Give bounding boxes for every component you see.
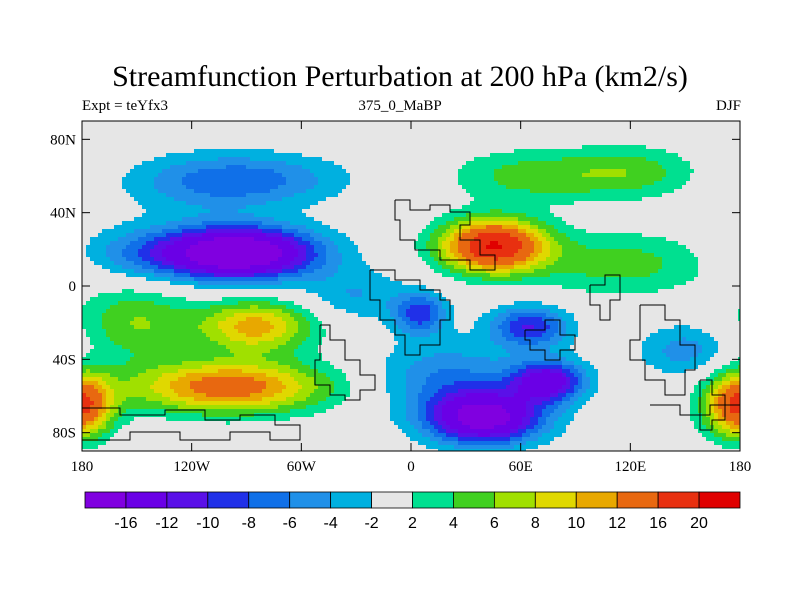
colorbar-swatch: [575, 491, 618, 509]
x-tick-label: 60W: [287, 459, 317, 475]
colorbar-label: 6: [490, 515, 499, 532]
colorbar-swatch: [534, 491, 577, 509]
coastline-1: [369, 269, 451, 356]
colorbar: -16 -12 -10 -8 -6 -4 -2 2 4 6 8 10 12 16 20: [84, 491, 741, 532]
colorbar-swatch: [330, 491, 372, 509]
chart-subtitle-right: DJF: [715, 98, 741, 114]
contour-field: [82, 121, 740, 451]
colorbar-swatch: [125, 491, 168, 509]
colorbar-label: 4: [449, 515, 458, 532]
colorbar-label: 10: [567, 515, 585, 532]
colorbar-label: -16: [114, 515, 137, 532]
colorbar-label: -4: [324, 515, 338, 532]
coastline-7: [650, 404, 740, 416]
colorbar-label: 20: [690, 515, 708, 532]
colorbar-label: 8: [531, 515, 540, 532]
x-tick-label: 120E: [614, 459, 646, 475]
chart-subtitle-center: 375_0_MaBP: [358, 98, 442, 114]
y-tick-label: 40S: [53, 352, 76, 368]
colorbar-swatch: [166, 491, 209, 509]
x-tick-label: 180: [729, 459, 752, 475]
y-tick-label: 80N: [50, 132, 76, 148]
x-tick-label: 0: [407, 459, 415, 475]
colorbar-swatch: [84, 491, 127, 509]
colorbar-swatch: [207, 491, 250, 509]
colorbar-label: -6: [283, 515, 297, 532]
coastline-5: [629, 304, 696, 396]
y-tick-label: 80S: [53, 426, 76, 442]
colorbar-swatch: [412, 491, 454, 509]
colorbar-label: -8: [242, 515, 256, 532]
axes: 180 120W 60W 0 60E 120E 180 80N 40N 0 40S 80S: [50, 121, 751, 475]
chart-subtitle-left: Expt = teYfx3: [82, 98, 168, 114]
colorbar-swatch: [616, 491, 659, 509]
colorbar-swatch: [657, 491, 700, 509]
coastline-outlines: [82, 199, 740, 441]
colorbar-swatch: [698, 491, 741, 509]
y-tick-label: 40N: [50, 206, 76, 222]
colorbar-swatch: [453, 491, 495, 509]
coastline-6: [82, 407, 301, 441]
colorbar-label: -2: [364, 515, 378, 532]
coastline-8: [699, 379, 726, 431]
colorbar-label: 16: [649, 515, 667, 532]
x-tick-label: 180: [71, 459, 94, 475]
colorbar-swatch: [289, 491, 332, 509]
coastline-4: [589, 274, 621, 321]
y-tick-label: 0: [69, 279, 77, 295]
colorbar-label: -12: [155, 515, 178, 532]
colorbar-swatch: [248, 491, 291, 509]
colorbar-label: 12: [608, 515, 626, 532]
colorbar-label: -10: [196, 515, 219, 532]
coastline-3: [524, 319, 576, 361]
colorbar-label: 2: [408, 515, 417, 532]
chart-title: Streamfunction Perturbation at 200 hPa (…: [112, 60, 688, 93]
coastline-2: [314, 324, 376, 401]
colorbar-swatch: [493, 491, 536, 509]
colorbar-swatch: [371, 491, 413, 509]
x-tick-label: 60E: [509, 459, 533, 475]
x-tick-label: 120W: [173, 459, 211, 475]
coastline-0: [394, 199, 496, 271]
